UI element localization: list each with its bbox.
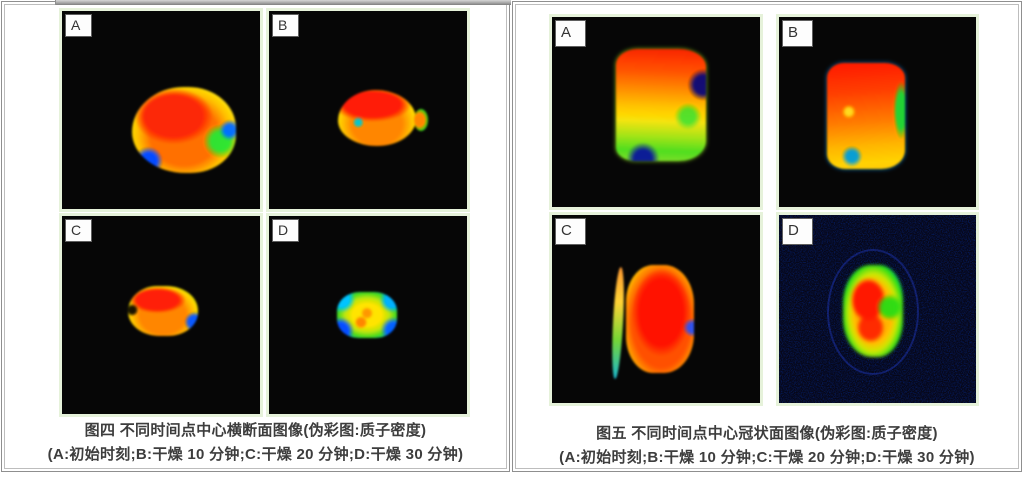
scan-blob: [626, 265, 694, 373]
figure4-panel-c: C: [59, 213, 263, 417]
panel-label-box: B: [782, 20, 813, 47]
figure-5-legend: (A:初始时刻;B:干燥 10 分钟;C:干燥 20 分钟;D:干燥 30 分钟…: [559, 449, 975, 466]
panel-label-box: D: [272, 219, 299, 242]
scan-image-axial-c: C: [62, 216, 260, 414]
figure4-panel-d: D: [266, 213, 470, 417]
figure4-panel-b: B: [266, 8, 470, 212]
scan-blob: [843, 265, 903, 357]
scan-blob: [338, 90, 428, 146]
panel-label-box: A: [555, 20, 586, 47]
top-scrollbar-artifact: [55, 0, 511, 5]
figure5-panel-b: B: [776, 14, 979, 210]
scan-blob: [132, 87, 236, 173]
blue-halo-ring: [827, 249, 919, 375]
scan-image-axial-a: A: [62, 11, 260, 209]
panel-label-box: C: [65, 219, 92, 242]
panel-label-box: D: [782, 218, 813, 245]
scan-image-axial-b: B: [269, 11, 467, 209]
scan-image-coronal-a: A: [552, 17, 760, 207]
figure-4-title: 图四 不同时间点中心横断面图像(伪彩图:质子密度): [84, 422, 427, 439]
panel-label-box: B: [272, 14, 299, 37]
panel-label-box: A: [65, 14, 92, 37]
scan-blob: [128, 286, 198, 336]
scan-blob: [616, 49, 706, 161]
figure5-panel-d: D: [776, 212, 979, 406]
scan-blob: [827, 63, 905, 169]
figure-5-box: A B C: [512, 1, 1022, 472]
figure-4-caption: 图四 不同时间点中心横断面图像(伪彩图:质子密度) (A:初始时刻;B:干燥 1…: [2, 419, 509, 467]
scan-image-coronal-d: D: [779, 215, 976, 403]
scan-blob: [337, 292, 397, 338]
figure-4-legend: (A:初始时刻;B:干燥 10 分钟;C:干燥 20 分钟;D:干燥 30 分钟…: [47, 446, 464, 463]
scan-image-axial-d: D: [269, 216, 467, 414]
figure-5-title: 图五 不同时间点中心冠状面图像(伪彩图:质子密度): [596, 425, 938, 442]
figure5-panel-a: A: [549, 14, 763, 210]
figure5-panel-c: C: [549, 212, 763, 406]
panel-label-box: C: [555, 218, 586, 245]
scan-image-coronal-c: C: [552, 215, 760, 403]
scan-image-coronal-b: B: [779, 17, 976, 207]
figure-5-caption: 图五 不同时间点中心冠状面图像(伪彩图:质子密度) (A:初始时刻;B:干燥 1…: [513, 422, 1021, 470]
figure-4-box: A B C D 图四 不同时间点中心横断面图像(伪彩图:质子密度): [1, 1, 510, 472]
figure4-panel-a: A: [59, 8, 263, 212]
